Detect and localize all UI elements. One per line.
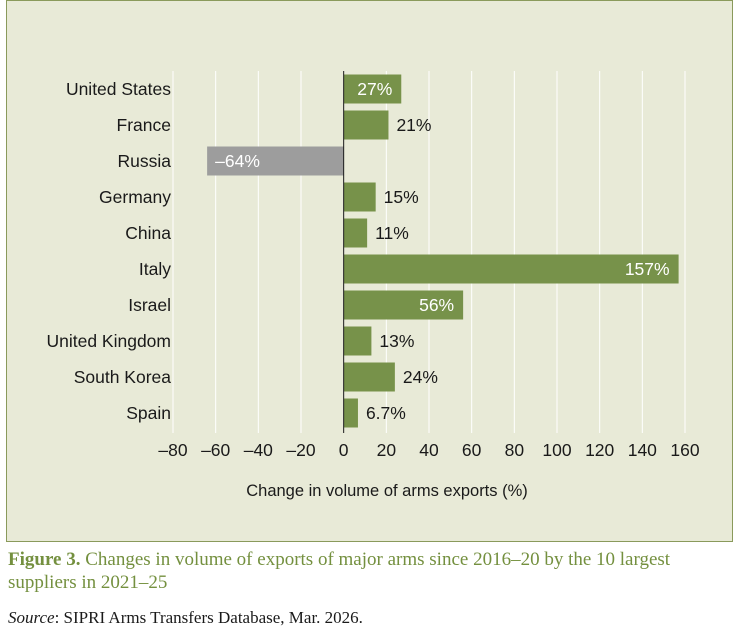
- x-tick-label-11: 140: [628, 440, 657, 460]
- figure-caption: Figure 3. Changes in volume of exports o…: [8, 548, 728, 594]
- bar-3: [344, 183, 376, 212]
- bar-4: [344, 219, 367, 248]
- source-note: Source: SIPRI Arms Transfers Database, M…: [8, 608, 363, 628]
- data-label-6: 56%: [419, 295, 454, 315]
- x-tick-label-9: 100: [542, 440, 571, 460]
- x-axis-title: Change in volume of arms exports (%): [246, 482, 528, 500]
- bar-1: [344, 111, 389, 140]
- x-tick-label-1: –60: [201, 440, 230, 460]
- bar-7: [344, 327, 372, 356]
- data-label-0: 27%: [357, 79, 392, 99]
- data-label-9: 6.7%: [366, 403, 406, 423]
- data-label-4: 11%: [375, 223, 409, 243]
- category-label-2: Russia: [118, 151, 172, 171]
- category-label-0: United States: [66, 79, 171, 99]
- x-tick-label-6: 40: [419, 440, 439, 460]
- x-tick-label-0: –80: [158, 440, 187, 460]
- category-label-5: Italy: [139, 259, 171, 279]
- data-label-7: 13%: [379, 331, 414, 351]
- figure-caption-text: Changes in volume of exports of major ar…: [8, 549, 670, 593]
- x-tick-label-7: 60: [462, 440, 482, 460]
- source-text: : SIPRI Arms Transfers Database, Mar. 20…: [55, 608, 363, 627]
- data-label-5: 157%: [625, 259, 670, 279]
- x-tick-label-5: 20: [377, 440, 397, 460]
- bar-9: [344, 399, 358, 428]
- x-tick-label-2: –40: [244, 440, 273, 460]
- category-label-3: Germany: [99, 187, 171, 207]
- x-tick-label-4: 0: [339, 440, 349, 460]
- category-label-4: China: [125, 223, 171, 243]
- x-tick-label-12: 160: [670, 440, 699, 460]
- category-label-8: South Korea: [74, 367, 172, 387]
- x-tick-label-10: 120: [585, 440, 614, 460]
- category-label-7: United Kingdom: [46, 331, 171, 351]
- source-label: Source: [8, 608, 55, 627]
- chart-panel: United States 27% France 21% Russia –64% Germa…: [6, 0, 733, 542]
- data-label-8: 24%: [403, 367, 438, 387]
- x-tick-label-3: –20: [286, 440, 315, 460]
- bar-chart: United States 27% France 21% Russia –64% Germa…: [7, 1, 732, 541]
- data-label-3: 15%: [384, 187, 419, 207]
- category-label-9: Spain: [126, 403, 171, 423]
- bar-8: [344, 363, 395, 392]
- category-label-6: Israel: [128, 295, 171, 315]
- data-label-2: –64%: [215, 151, 260, 171]
- bar-layer: [207, 75, 678, 428]
- figure-label: Figure 3.: [8, 549, 80, 570]
- x-tick-label-8: 80: [505, 440, 525, 460]
- data-label-1: 21%: [396, 115, 431, 135]
- category-label-1: France: [117, 115, 171, 135]
